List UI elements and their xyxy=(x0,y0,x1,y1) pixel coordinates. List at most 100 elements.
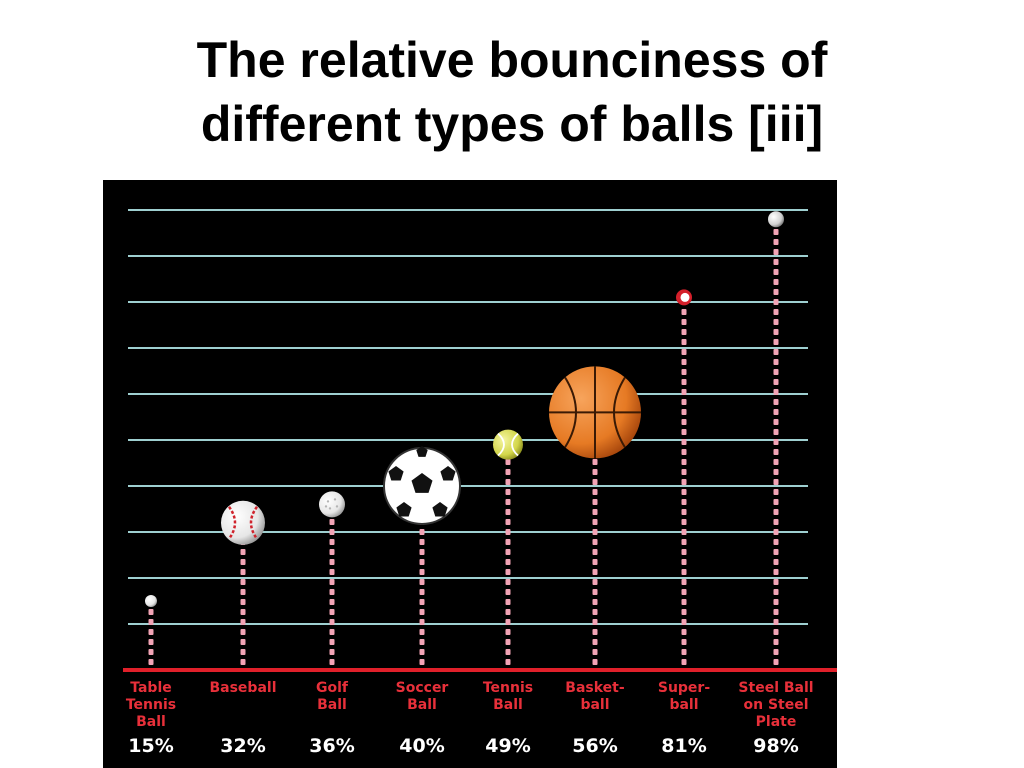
trail-dot xyxy=(240,639,246,645)
trail-dot xyxy=(773,429,779,435)
trail-dot xyxy=(505,509,511,515)
category-label: Super-ball xyxy=(658,680,710,713)
trail-dot xyxy=(419,629,425,635)
trail-dot xyxy=(240,649,246,655)
trail-dot xyxy=(505,519,511,525)
trail-dot xyxy=(681,629,687,635)
trail-dot xyxy=(681,429,687,435)
trail-dot xyxy=(592,659,598,665)
trail-dot xyxy=(773,249,779,255)
trail-dot xyxy=(505,479,511,485)
trail-dot xyxy=(773,379,779,385)
trail-dot xyxy=(505,499,511,505)
basketball-icon xyxy=(549,366,641,459)
trail-dot xyxy=(419,619,425,625)
trail-dot xyxy=(148,609,154,615)
trail-dot xyxy=(773,459,779,465)
trail-dot xyxy=(329,629,335,635)
trail-dot xyxy=(681,359,687,365)
trail-dot xyxy=(681,349,687,355)
balls xyxy=(145,211,784,607)
trail-dot xyxy=(329,609,335,615)
title-line-2: different types of balls [iii] xyxy=(200,96,824,152)
trail-dot xyxy=(773,299,779,305)
trail-dot xyxy=(148,629,154,635)
trail-dot xyxy=(419,559,425,565)
trail-dot xyxy=(773,509,779,515)
trail-dot xyxy=(773,419,779,425)
trail-dot xyxy=(773,439,779,445)
trail-dot xyxy=(419,609,425,615)
trail-dot xyxy=(681,479,687,485)
trail-dot xyxy=(505,649,511,655)
trail-dot xyxy=(681,639,687,645)
trail-dot xyxy=(592,509,598,515)
trail-dot xyxy=(592,639,598,645)
trail-dot xyxy=(240,599,246,605)
trail-dot xyxy=(592,479,598,485)
trail-dot xyxy=(681,619,687,625)
title-line-1: The relative bounciness of xyxy=(196,32,828,88)
trail-dot xyxy=(592,539,598,545)
trail-dot xyxy=(773,479,779,485)
trail-dot xyxy=(419,659,425,665)
trail-dot xyxy=(773,559,779,565)
trail-dot xyxy=(505,599,511,605)
trail-dot xyxy=(148,659,154,665)
trail-dot xyxy=(592,469,598,475)
value-label: 98% xyxy=(753,735,798,757)
value-label: 81% xyxy=(661,735,706,757)
trail-dot xyxy=(681,439,687,445)
steel-ball-icon xyxy=(768,211,784,228)
trail-dot xyxy=(681,369,687,375)
trail-dot xyxy=(329,569,335,575)
trail-dot xyxy=(681,319,687,325)
table-tennis-ball-icon xyxy=(145,595,157,607)
trail-dot xyxy=(773,589,779,595)
trail-dot xyxy=(681,399,687,405)
trail-dot xyxy=(592,529,598,535)
trail-dot xyxy=(773,349,779,355)
trail-dot xyxy=(681,459,687,465)
trail-dot xyxy=(592,589,598,595)
trail-dot xyxy=(329,599,335,605)
trail-dot xyxy=(773,629,779,635)
trail-dot xyxy=(773,269,779,275)
trail-dot xyxy=(773,239,779,245)
trail-dot xyxy=(681,589,687,595)
trail-dot xyxy=(681,419,687,425)
trail-dot xyxy=(148,649,154,655)
trail-dot xyxy=(592,629,598,635)
category-label: Basket-ball xyxy=(565,680,625,713)
trail-dot xyxy=(681,529,687,535)
trail-dot xyxy=(773,329,779,335)
trail-dot xyxy=(592,579,598,585)
trail-dot xyxy=(419,549,425,555)
trail-dot xyxy=(773,599,779,605)
trail-dot xyxy=(773,229,779,235)
trail-dot xyxy=(240,559,246,565)
trail-dot xyxy=(681,329,687,335)
trail-dot xyxy=(505,639,511,645)
trail-dot xyxy=(329,539,335,545)
baseball-icon xyxy=(221,500,265,545)
tennis-ball-icon xyxy=(493,429,523,460)
trail-dot xyxy=(505,559,511,565)
trail-dot xyxy=(329,579,335,585)
trail-dot xyxy=(681,519,687,525)
soccer-ball-icon xyxy=(383,446,461,525)
trail-dot xyxy=(773,409,779,415)
trail-dot xyxy=(681,569,687,575)
trail-dot xyxy=(681,309,687,315)
trail-dot xyxy=(681,389,687,395)
trail-dot xyxy=(329,559,335,565)
trail-dot xyxy=(773,469,779,475)
category-label: Soccer Ball xyxy=(396,680,449,713)
trail-dot xyxy=(773,659,779,665)
trail-dot xyxy=(419,579,425,585)
trail-dot xyxy=(329,589,335,595)
trail-dot xyxy=(773,619,779,625)
trail-dot xyxy=(592,649,598,655)
trail-dot xyxy=(419,639,425,645)
